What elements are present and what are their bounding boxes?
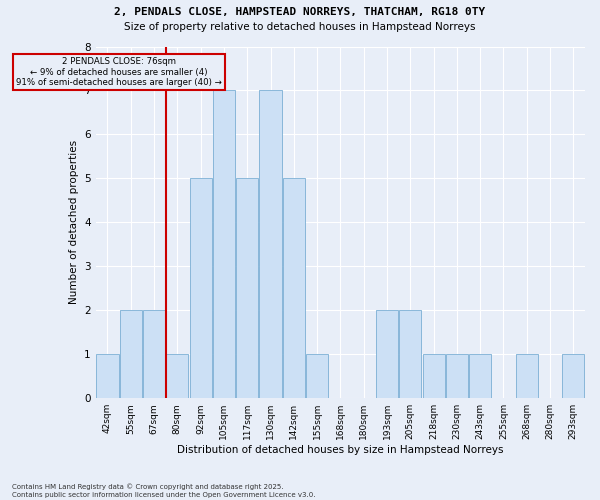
Bar bbox=[376, 310, 398, 398]
Text: 2, PENDALS CLOSE, HAMPSTEAD NORREYS, THATCHAM, RG18 0TY: 2, PENDALS CLOSE, HAMPSTEAD NORREYS, THA… bbox=[115, 8, 485, 18]
Bar bbox=[515, 354, 538, 398]
Text: Contains HM Land Registry data © Crown copyright and database right 2025.
Contai: Contains HM Land Registry data © Crown c… bbox=[12, 484, 316, 498]
X-axis label: Distribution of detached houses by size in Hampstead Norreys: Distribution of detached houses by size … bbox=[177, 445, 503, 455]
Bar bbox=[469, 354, 491, 398]
Bar bbox=[190, 178, 212, 398]
Text: 2 PENDALS CLOSE: 76sqm
← 9% of detached houses are smaller (4)
91% of semi-detac: 2 PENDALS CLOSE: 76sqm ← 9% of detached … bbox=[16, 58, 222, 88]
Bar bbox=[399, 310, 421, 398]
Bar bbox=[259, 90, 281, 398]
Bar bbox=[422, 354, 445, 398]
Bar bbox=[143, 310, 165, 398]
Text: Size of property relative to detached houses in Hampstead Norreys: Size of property relative to detached ho… bbox=[124, 22, 476, 32]
Bar bbox=[97, 354, 119, 398]
Bar bbox=[119, 310, 142, 398]
Y-axis label: Number of detached properties: Number of detached properties bbox=[69, 140, 79, 304]
Bar bbox=[562, 354, 584, 398]
Bar bbox=[446, 354, 468, 398]
Bar bbox=[283, 178, 305, 398]
Bar bbox=[236, 178, 258, 398]
Bar bbox=[166, 354, 188, 398]
Bar bbox=[213, 90, 235, 398]
Bar bbox=[306, 354, 328, 398]
